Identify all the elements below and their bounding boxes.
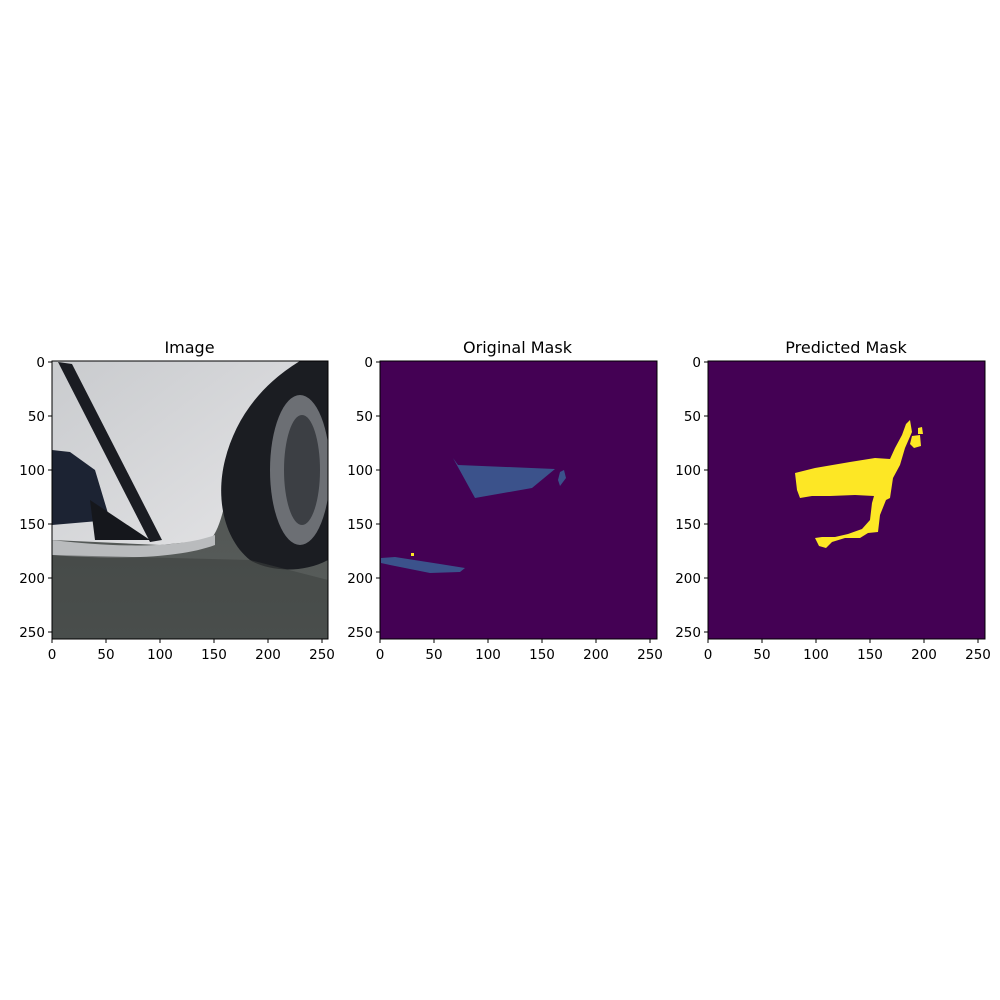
mask-region — [411, 553, 414, 556]
y-tick-label: 0 — [36, 355, 45, 371]
x-tick-label: 100 — [475, 647, 501, 663]
mask-background — [708, 361, 985, 639]
axes-frame — [51, 360, 329, 640]
mask-region — [453, 458, 555, 498]
panel-predicted-mask: Predicted Mask 0 50 100 150 200 250 — [675, 338, 991, 663]
y-tick-label: 100 — [347, 463, 373, 479]
x-tick-label: 200 — [583, 647, 609, 663]
x-tick-label: 150 — [857, 647, 883, 663]
x-tick-label: 0 — [704, 647, 713, 663]
panel-title: Original Mask — [463, 338, 573, 357]
mask-region — [910, 435, 921, 448]
y-tick-label: 150 — [347, 517, 373, 533]
x-axis: 0 50 100 150 200 250 — [704, 639, 991, 663]
y-tick-label: 100 — [675, 463, 701, 479]
x-tick-label: 50 — [753, 647, 770, 663]
y-tick-label: 50 — [356, 409, 373, 425]
y-tick-label: 200 — [347, 571, 373, 587]
x-axis: 0 50 100 150 200 250 — [48, 639, 335, 663]
mask-region — [558, 470, 566, 486]
mask-region — [918, 427, 923, 434]
x-axis: 0 50 100 150 200 250 — [376, 639, 663, 663]
y-axis: 0 50 100 150 200 250 — [347, 355, 380, 641]
y-tick-label: 200 — [675, 571, 701, 587]
x-tick-label: 250 — [965, 647, 991, 663]
x-tick-label: 50 — [425, 647, 442, 663]
y-tick-label: 0 — [692, 355, 701, 371]
y-tick-label: 50 — [684, 409, 701, 425]
y-tick-label: 250 — [347, 625, 373, 641]
x-tick-label: 200 — [911, 647, 937, 663]
y-tick-label: 150 — [675, 517, 701, 533]
mask-region — [381, 557, 465, 573]
x-tick-label: 50 — [97, 647, 114, 663]
y-tick-label: 250 — [675, 625, 701, 641]
y-axis: 0 50 100 150 200 250 — [675, 355, 708, 641]
y-tick-label: 0 — [364, 355, 373, 371]
y-axis: 0 50 100 150 200 250 — [19, 355, 52, 641]
x-tick-label: 0 — [376, 647, 385, 663]
x-tick-label: 0 — [48, 647, 57, 663]
x-tick-label: 150 — [529, 647, 555, 663]
x-tick-label: 250 — [309, 647, 335, 663]
x-tick-label: 250 — [637, 647, 663, 663]
x-tick-label: 100 — [803, 647, 829, 663]
panel-original-mask: Original Mask 0 50 100 150 200 250 — [347, 338, 663, 663]
x-tick-label: 150 — [201, 647, 227, 663]
x-tick-label: 200 — [255, 647, 281, 663]
car-photo — [52, 361, 328, 639]
x-tick-label: 100 — [147, 647, 173, 663]
y-tick-label: 100 — [19, 463, 45, 479]
axes-frame — [379, 360, 658, 640]
axes-frame — [707, 360, 986, 640]
mask-background — [380, 361, 657, 639]
mask-region — [795, 420, 912, 548]
panel-title: Image — [164, 338, 214, 357]
y-tick-label: 200 — [19, 571, 45, 587]
panel-image: Image 0 — [19, 338, 335, 663]
y-tick-label: 150 — [19, 517, 45, 533]
y-tick-label: 50 — [28, 409, 45, 425]
y-tick-label: 250 — [19, 625, 45, 641]
panel-title: Predicted Mask — [785, 338, 907, 357]
